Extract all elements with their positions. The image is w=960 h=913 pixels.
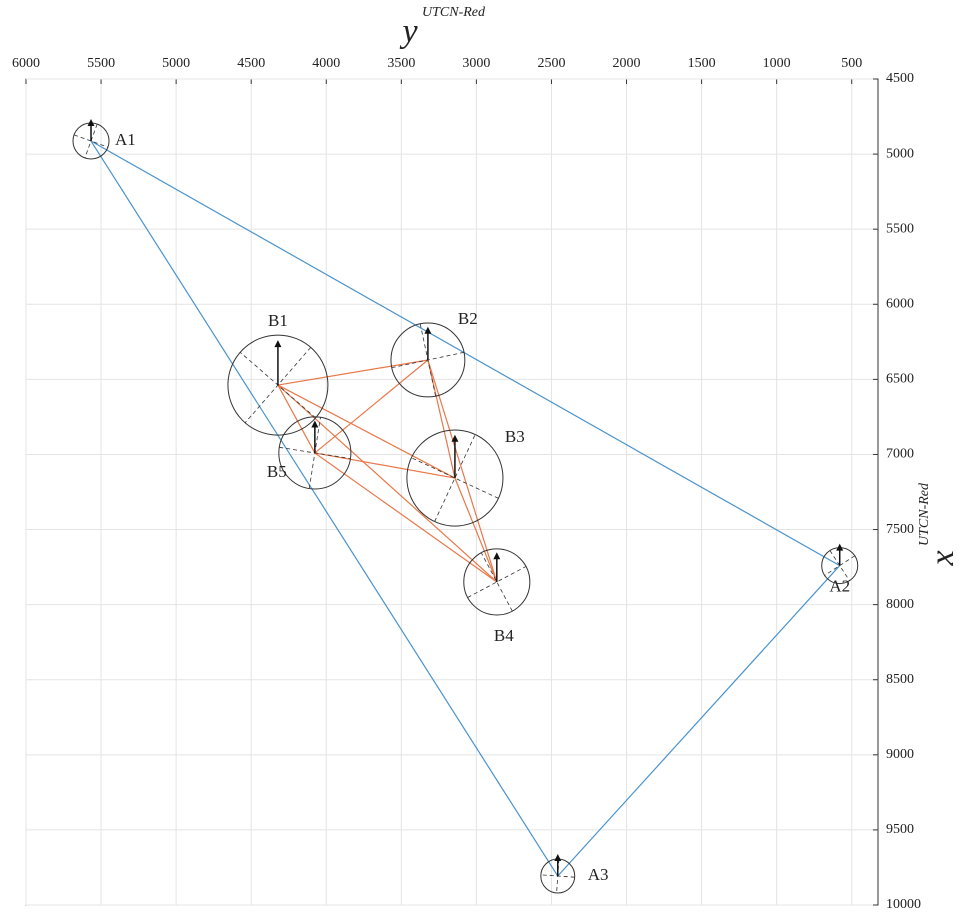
point-label: B4: [494, 626, 514, 645]
x-axis-label-sup: UTCN-Red: [422, 5, 486, 20]
network-edge: [427, 359, 498, 583]
point-label: B5: [267, 462, 287, 481]
error-circle: [463, 548, 531, 616]
y-axis-label-group: x UTCN-Red: [917, 482, 960, 567]
x-tick-label: 500: [841, 56, 862, 71]
network-edge: [277, 359, 429, 386]
x-tick-label: 3500: [387, 56, 415, 71]
network-edge: [277, 384, 498, 583]
y-tick-label: 7500: [886, 522, 914, 537]
error-circle: [406, 429, 504, 527]
error-circle: [278, 416, 352, 490]
network-edge: [314, 359, 429, 454]
y-tick-label: 7000: [886, 447, 914, 462]
y-tick-label: 6500: [886, 372, 914, 387]
ellipse-axis: [824, 555, 856, 576]
network-edge: [90, 140, 559, 877]
north-arrow-head: [87, 119, 95, 127]
network-edge: [314, 452, 498, 583]
x-tick-label: 4500: [237, 56, 265, 71]
network-edge: [454, 477, 498, 583]
ellipse-axis: [73, 134, 109, 148]
x-tick-label: 2500: [537, 56, 565, 71]
y-tick-label: 8000: [886, 597, 914, 612]
network-edge: [277, 384, 316, 454]
y-tick-label: 5000: [886, 146, 914, 161]
north-arrow-head: [451, 434, 459, 442]
north-arrow-head: [554, 854, 562, 862]
x-tick-label: 2000: [613, 56, 641, 71]
point-label: B2: [458, 309, 478, 328]
ellipse-axis: [411, 457, 499, 499]
network-edge: [557, 565, 841, 877]
ellipse-axis: [434, 434, 476, 522]
point-label: A3: [588, 865, 609, 884]
y-tick-label: 10000: [886, 897, 921, 912]
error-circle: [227, 334, 329, 436]
y-tick-label: 8500: [886, 672, 914, 687]
plot-frame: [25, 78, 879, 906]
network-edge: [427, 359, 456, 479]
y-tick-label: 5500: [886, 221, 914, 236]
y-axis-label-sup: UTCN-Red: [917, 482, 932, 546]
x-axis-label: y: [399, 13, 418, 50]
ellipse-axis: [829, 550, 850, 581]
y-tick-label: 4500: [886, 71, 914, 86]
y-axis-label: x: [924, 550, 960, 566]
x-tick-label: 5000: [162, 56, 190, 71]
point-label: B1: [268, 311, 288, 330]
x-tick-label: 1000: [763, 56, 791, 71]
north-arrow-head: [311, 420, 319, 428]
x-tick-label: 6000: [12, 56, 40, 71]
north-arrow-head: [836, 543, 844, 551]
y-tick-label: 6000: [886, 296, 914, 311]
point-label: B3: [505, 427, 525, 446]
y-tick-label: 9500: [886, 822, 914, 837]
x-tick-label: 5500: [87, 56, 115, 71]
network-edge: [277, 384, 456, 479]
ellipse-axis: [84, 123, 98, 159]
y-tick-label: 9000: [886, 747, 914, 762]
x-tick-label: 3000: [462, 56, 490, 71]
point-label: A2: [829, 576, 850, 595]
x-tick-label: 1500: [688, 56, 716, 71]
network-edge: [314, 452, 456, 479]
error-circle: [390, 322, 466, 398]
network-edge: [90, 140, 841, 567]
point-label: A1: [115, 130, 136, 149]
north-arrow-head: [424, 326, 432, 334]
north-arrow-head: [493, 552, 501, 560]
x-tick-label: 4000: [312, 56, 340, 71]
north-arrow-head: [274, 340, 282, 348]
